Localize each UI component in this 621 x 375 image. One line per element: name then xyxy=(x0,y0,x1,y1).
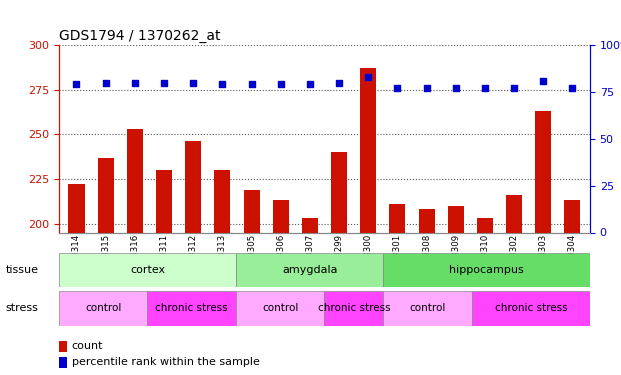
Bar xyxy=(97,158,114,232)
Point xyxy=(159,80,169,86)
Bar xyxy=(448,206,464,232)
Point xyxy=(480,85,490,91)
Text: control: control xyxy=(409,303,446,313)
Bar xyxy=(324,291,383,326)
Bar xyxy=(127,129,143,232)
Text: tissue: tissue xyxy=(6,265,39,275)
Bar xyxy=(535,111,551,232)
Point xyxy=(538,78,548,84)
Text: cortex: cortex xyxy=(130,265,165,275)
Text: chronic stress: chronic stress xyxy=(155,303,228,313)
Bar xyxy=(185,141,201,232)
Bar xyxy=(147,291,236,326)
Bar xyxy=(506,195,522,232)
Bar xyxy=(236,291,324,326)
Bar xyxy=(472,291,590,326)
Point xyxy=(276,81,286,87)
Point xyxy=(217,81,227,87)
Bar xyxy=(383,253,590,287)
Bar xyxy=(156,170,172,232)
Bar xyxy=(59,291,147,326)
Point xyxy=(130,80,140,86)
Point xyxy=(422,85,432,91)
Bar xyxy=(477,218,493,232)
Point xyxy=(363,74,373,80)
Bar xyxy=(419,209,435,232)
Text: chronic stress: chronic stress xyxy=(495,303,567,313)
Bar xyxy=(564,200,581,232)
Point xyxy=(101,80,111,86)
Text: count: count xyxy=(72,341,103,351)
Bar xyxy=(331,152,347,232)
Point xyxy=(451,85,461,91)
Point xyxy=(334,80,344,86)
Point xyxy=(188,80,198,86)
Point xyxy=(71,81,81,87)
Text: control: control xyxy=(85,303,122,313)
Bar xyxy=(59,357,68,368)
Text: stress: stress xyxy=(6,303,39,313)
Point xyxy=(568,85,578,91)
Text: amygdala: amygdala xyxy=(282,265,337,275)
Bar xyxy=(302,218,318,232)
Bar xyxy=(360,68,376,232)
Bar xyxy=(59,253,236,287)
Bar xyxy=(389,204,406,232)
Bar xyxy=(273,200,289,232)
Point xyxy=(392,85,402,91)
Text: chronic stress: chronic stress xyxy=(318,303,390,313)
Bar xyxy=(236,253,383,287)
Bar xyxy=(68,184,84,232)
Text: percentile rank within the sample: percentile rank within the sample xyxy=(72,357,260,368)
Bar xyxy=(214,170,230,232)
Text: control: control xyxy=(262,303,299,313)
Bar xyxy=(383,291,472,326)
Point xyxy=(305,81,315,87)
Bar xyxy=(59,341,68,352)
Bar xyxy=(243,190,260,232)
Text: hippocampus: hippocampus xyxy=(450,265,524,275)
Text: GDS1794 / 1370262_at: GDS1794 / 1370262_at xyxy=(59,28,220,43)
Point xyxy=(247,81,256,87)
Point xyxy=(509,85,519,91)
